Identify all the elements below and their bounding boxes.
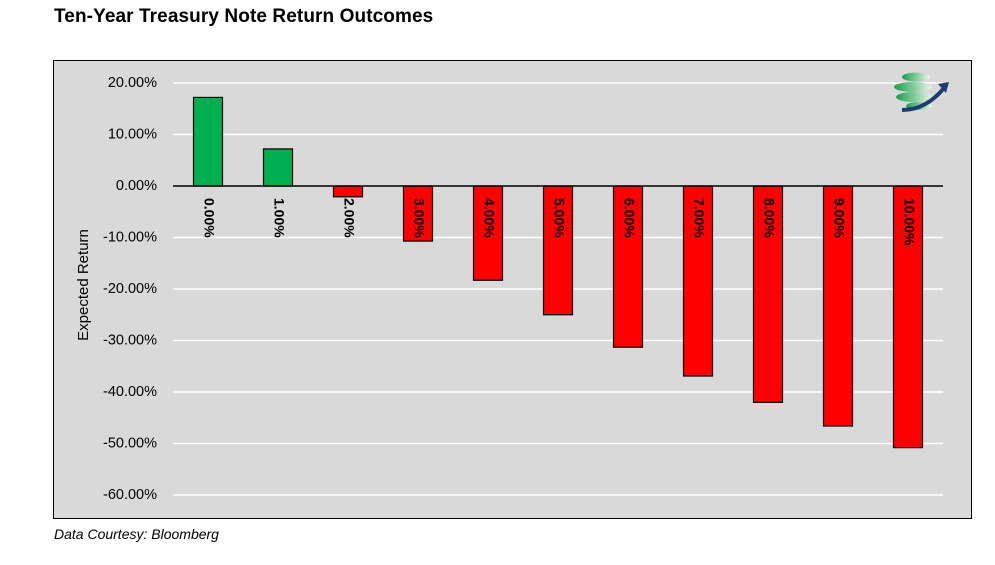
category-label: 1.00% [271,198,287,238]
bar [332,185,364,198]
category-label: 5.00% [551,198,567,238]
bar [542,185,574,316]
chart-title: Ten-Year Treasury Note Return Outcomes [54,6,434,27]
category-label: 2.00% [341,198,357,238]
bar [192,96,224,187]
bar [472,185,504,281]
y-tick-label: -60.00% [103,487,157,503]
globe-arrow-logo-icon [894,72,949,112]
y-tick-label: -20.00% [103,281,157,297]
category-label: 6.00% [621,198,637,238]
category-label: 4.00% [481,198,497,238]
category-label: 10.00% [901,198,917,246]
y-tick-label: 20.00% [108,75,157,91]
bar [822,185,854,427]
y-tick-label: -10.00% [103,229,157,245]
bar [892,185,924,449]
category-label: 0.00% [201,198,217,238]
labels: 20.00% 10.00% 0.00% -10.00% -20.00% -30.00% -4… [103,75,917,503]
bar [262,148,294,187]
bars [192,96,924,449]
bar [612,185,644,348]
bar [682,185,714,377]
category-label: 9.00% [831,198,847,238]
y-tick-label: -50.00% [103,435,157,451]
y-tick-label: 0.00% [116,178,157,194]
category-label: 7.00% [691,198,707,238]
y-tick-label: -30.00% [103,332,157,348]
category-label: 8.00% [761,198,777,238]
category-label: 3.00% [411,198,427,238]
y-axis-label: Expected Return [75,229,92,341]
y-tick-label: -40.00% [103,384,157,400]
data-source-note: Data Courtesy: Bloomberg [54,526,219,542]
bar [752,185,784,403]
bar [402,185,434,242]
y-tick-label: 10.00% [108,126,157,142]
